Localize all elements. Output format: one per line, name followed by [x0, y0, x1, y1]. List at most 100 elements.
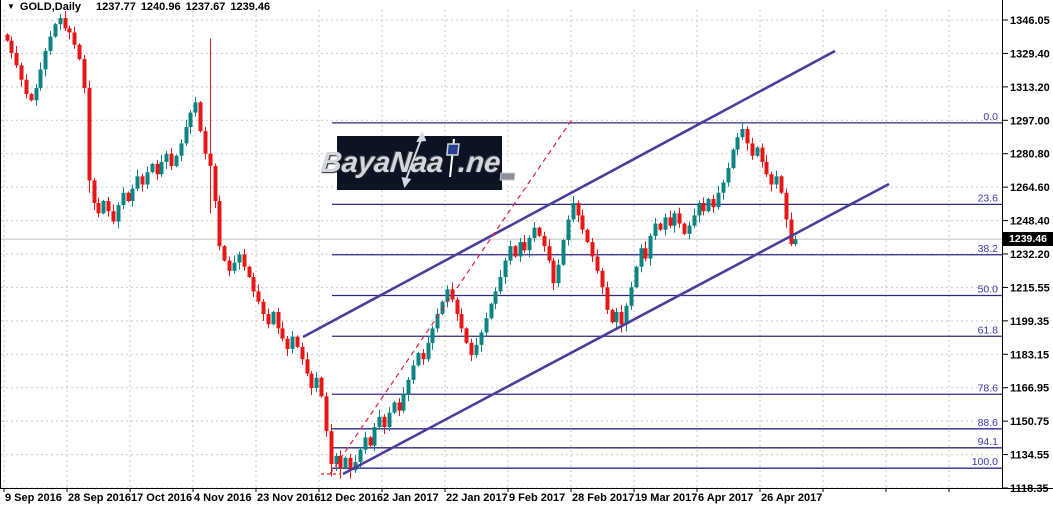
- candle-body: [155, 163, 160, 175]
- candle-body: [67, 28, 72, 33]
- time-axis-label: 9 Sep 2016: [5, 492, 62, 504]
- candle-body: [464, 328, 469, 343]
- candle-body: [251, 277, 256, 292]
- fib-level-label: 100.0: [972, 456, 998, 468]
- candle-body: [571, 203, 576, 220]
- candle-body: [508, 246, 513, 261]
- candle-body: [198, 102, 203, 132]
- candle-body: [745, 129, 750, 144]
- candle-body: [266, 314, 271, 325]
- candle-body: [721, 182, 726, 193]
- fib-level-label: 88.6: [978, 417, 999, 429]
- candle-body: [774, 176, 779, 185]
- candle-body: [401, 394, 406, 411]
- watermark-logo: BayaNaa .ne: [320, 131, 517, 190]
- price-axis-label: 1297.00: [1010, 115, 1050, 127]
- candle-body: [784, 192, 789, 220]
- candle-body: [150, 163, 155, 173]
- candle-body: [469, 342, 474, 356]
- candle-body: [334, 455, 339, 465]
- price-axis-label: 1329.40: [1010, 48, 1050, 60]
- fib-level-label: 61.8: [978, 324, 999, 336]
- candle-body: [489, 303, 494, 319]
- time-axis-label: 6 Apr 2017: [698, 492, 753, 504]
- candle-body: [537, 227, 542, 236]
- candle-body: [692, 215, 697, 226]
- candle-body: [731, 149, 736, 169]
- candle-body: [338, 455, 343, 469]
- price-axis-label: 1215.55: [1010, 282, 1050, 294]
- candle-body: [19, 65, 24, 80]
- candle-body: [159, 161, 164, 175]
- candle-body: [188, 112, 193, 127]
- candle-body: [87, 87, 92, 181]
- time-axis-label: 28 Feb 2017: [572, 492, 634, 504]
- candle-body: [735, 137, 740, 150]
- candle-body: [716, 192, 721, 208]
- candle-body: [484, 318, 489, 333]
- candle-body: [498, 277, 503, 292]
- price-axis-label: 1183.15: [1010, 349, 1049, 361]
- candle-body: [595, 256, 600, 271]
- candle-body: [82, 59, 87, 88]
- candle-body: [38, 69, 43, 88]
- candle-body: [377, 416, 382, 428]
- candle-body: [672, 213, 677, 226]
- channel-upper-line: [302, 49, 836, 339]
- price-axis-label: 1313.20: [1010, 82, 1050, 94]
- candle-body: [111, 211, 116, 222]
- candle-body: [329, 431, 334, 465]
- candle-body: [280, 328, 285, 339]
- quote-close: 1239.46: [230, 1, 271, 13]
- candle-body: [479, 332, 484, 345]
- fib-level-label: 94.1: [978, 436, 999, 448]
- time-axis-label: 26 Apr 2017: [761, 492, 822, 504]
- watermark-text-2: .ne: [457, 146, 503, 179]
- price-axis-label: 1166.95: [1010, 383, 1049, 395]
- candle-body: [513, 246, 518, 257]
- quote-open: 1237.77: [96, 1, 136, 13]
- candle-body: [750, 143, 755, 156]
- candle-body: [300, 346, 305, 360]
- candle-body: [363, 437, 368, 450]
- candle-body: [392, 402, 397, 413]
- candle-body: [430, 328, 435, 343]
- candle-body: [203, 131, 208, 154]
- candle-body: [276, 311, 281, 329]
- candle-body: [5, 34, 10, 41]
- price-axis-label: 1248.40: [1010, 216, 1050, 228]
- symbol-info-bar: ▼ GOLD,Daily 1237.77 1240.96 1237.67 123…: [7, 1, 275, 13]
- candle-body: [648, 235, 653, 259]
- candle-body: [643, 248, 648, 259]
- candle-body: [556, 264, 561, 284]
- candle-body: [145, 172, 150, 185]
- candle-body: [590, 242, 595, 257]
- candle-body: [271, 311, 276, 325]
- time-axis-label: 2 Jan 2017: [383, 492, 439, 504]
- candle-body: [426, 342, 431, 360]
- candle-body: [542, 235, 547, 247]
- candle-body: [435, 314, 440, 329]
- candle-body: [687, 225, 692, 234]
- candle-body: [101, 200, 106, 214]
- candle-body: [179, 143, 184, 156]
- candle-body: [585, 229, 590, 243]
- candle-body: [213, 166, 218, 201]
- fib-level-label: 78.6: [978, 382, 999, 394]
- candle-body: [169, 153, 174, 167]
- candle-body: [793, 239, 798, 245]
- candle-body: [372, 427, 377, 446]
- fib-level-label: 0.0: [983, 111, 998, 123]
- candle-body: [576, 203, 581, 216]
- candle-body: [295, 336, 300, 347]
- candle-body: [551, 260, 556, 284]
- candle-body: [387, 412, 392, 428]
- time-axis-label: 28 Sep 2016: [68, 492, 131, 504]
- candle-body: [764, 161, 769, 175]
- symbol-dropdown-icon[interactable]: ▼: [7, 2, 15, 11]
- candle-body: [663, 217, 668, 230]
- candle-body: [605, 287, 610, 310]
- candle-body: [24, 79, 29, 95]
